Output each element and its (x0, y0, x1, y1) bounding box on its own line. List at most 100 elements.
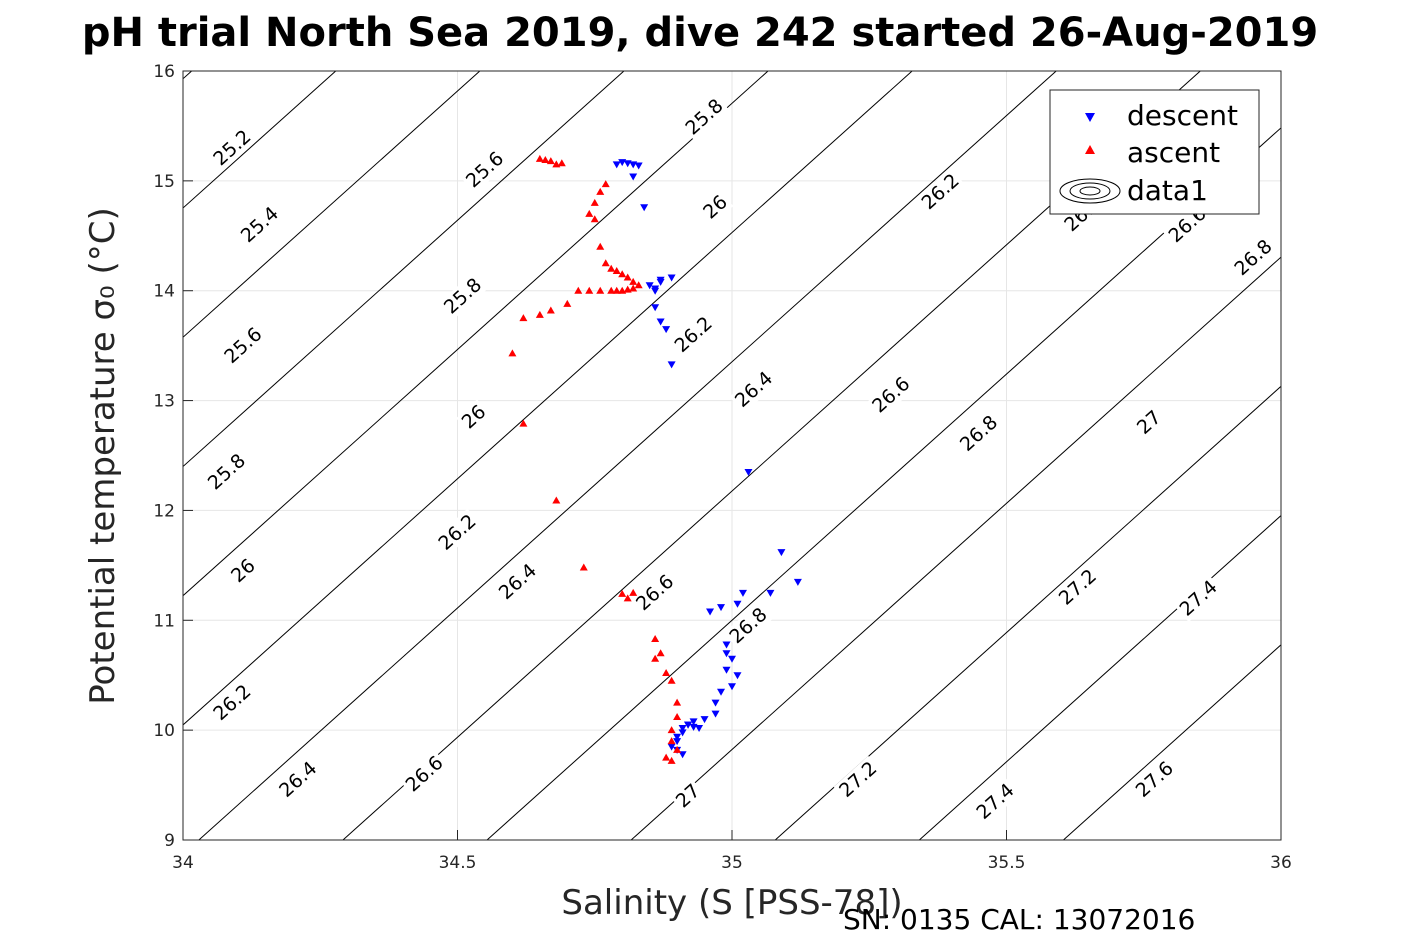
contour-line (183, 71, 913, 726)
ascent-point (590, 215, 599, 223)
grid-lines (182, 70, 1282, 841)
contour-label-background (218, 321, 268, 370)
y-tick-label: 12 (153, 501, 175, 521)
descent-point (728, 655, 736, 663)
contour-label-background (399, 750, 450, 798)
descent-point (733, 672, 742, 680)
ascent-point (541, 155, 550, 163)
ascent-point (623, 285, 632, 293)
x-tick-label: 35 (721, 853, 743, 873)
ascent-point (574, 286, 583, 294)
contour-label-background (202, 448, 252, 496)
legend[interactable]: descent ascent data1 (1049, 89, 1260, 215)
x-tick-label: 35.5 (988, 853, 1026, 873)
footer-serial-calibration: SN: 0135 CAL: 13072016 (843, 903, 1195, 936)
descent-point (673, 738, 682, 746)
descent-point (656, 278, 665, 286)
ascent-point (552, 496, 561, 504)
contour-label-background (456, 399, 492, 435)
x-tick-label: 34 (172, 853, 194, 873)
descent-point (728, 683, 736, 691)
contour-label-background (697, 189, 734, 225)
descent-point (722, 641, 731, 649)
contour-label-background (833, 755, 883, 804)
legend-ascent-marker (1085, 145, 1095, 154)
axis-ticks: 34 34.5 35 35.5 36 9 10 11 12 13 14 15 16 (153, 62, 1291, 873)
ascent-point (596, 242, 605, 250)
ascent-point (629, 277, 638, 285)
ascent-point (618, 589, 627, 597)
descent-point (766, 589, 775, 597)
ascent-point (673, 745, 682, 753)
ascent-point (585, 286, 594, 294)
descent-point (673, 733, 682, 741)
legend-box (1049, 89, 1260, 215)
descent-point (684, 721, 693, 729)
contour-label-background (630, 569, 680, 617)
ascent-point (623, 273, 632, 281)
ascent-point (596, 286, 605, 294)
ascent-point (651, 654, 660, 662)
contour-line (774, 385, 1281, 840)
contour-label-background (207, 124, 257, 172)
descent-point (656, 318, 665, 326)
descent-point (717, 604, 726, 612)
ascent-point (601, 180, 610, 188)
contour-label-background (235, 201, 285, 249)
contour-label-background (670, 778, 706, 814)
ascent-point (607, 264, 616, 272)
legend-descent-label: descent (1127, 99, 1238, 132)
legend-contour-icon (1059, 178, 1121, 204)
ascent-point (585, 209, 594, 217)
ascent-point (552, 160, 561, 168)
descent-point (717, 688, 726, 696)
ascent-point (519, 419, 528, 427)
contour-line (918, 514, 1281, 840)
descent-point (711, 710, 720, 718)
descent-point (645, 282, 654, 290)
ascent-point (651, 634, 660, 642)
descent-point (678, 729, 687, 737)
contour-label-background (668, 311, 719, 359)
ascent-point (656, 649, 665, 657)
contour-line (183, 71, 481, 338)
ascent-point (607, 286, 616, 294)
contour-label-background (1174, 574, 1224, 622)
contour-line (630, 256, 1281, 840)
descent-point (722, 650, 731, 658)
ascent-point (618, 286, 627, 294)
y-tick-label: 14 (153, 282, 175, 302)
ascent-point (667, 756, 676, 764)
chart-title: pH trial North Sea 2019, dive 242 starte… (82, 10, 1318, 56)
contour-label-background (970, 777, 1021, 826)
ascent-point (662, 753, 671, 761)
ascent-point (662, 669, 671, 677)
ascent-point (546, 157, 555, 165)
ascent-point (557, 159, 566, 167)
series-descent (612, 159, 802, 759)
ascent-point (618, 270, 627, 278)
contour-line (183, 71, 769, 597)
descent-point (738, 589, 747, 597)
ascent-point (673, 698, 682, 706)
contour-label-background (866, 371, 916, 419)
contour-label-background (916, 168, 966, 216)
descent-point (640, 204, 649, 212)
y-tick-label: 15 (153, 172, 175, 192)
contour-label-background (432, 508, 483, 557)
contour-label-background (225, 553, 262, 589)
ascent-point (612, 286, 621, 294)
descent-point (695, 724, 704, 732)
y-tick-label: 13 (153, 392, 175, 412)
descent-point (706, 608, 715, 616)
legend-descent-marker (1085, 113, 1095, 122)
descent-point (722, 666, 731, 674)
ascent-point (546, 306, 555, 314)
ascent-point (667, 676, 676, 684)
descent-point (651, 287, 660, 295)
contour-label-background (679, 93, 730, 141)
descent-point (667, 743, 676, 751)
contour-label-background (954, 409, 1004, 458)
descent-point (612, 161, 621, 169)
